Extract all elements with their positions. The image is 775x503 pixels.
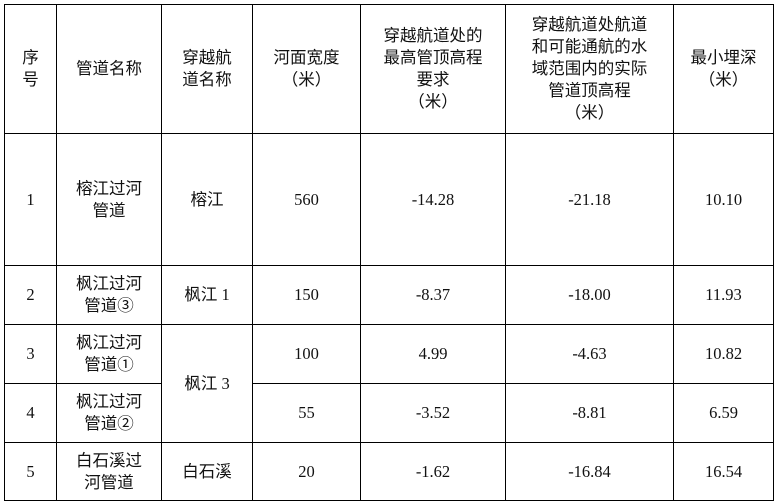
cell-actual: -4.63 bbox=[505, 324, 674, 384]
cell-required: -1.62 bbox=[360, 442, 506, 501]
cell-required: -3.52 bbox=[360, 383, 506, 443]
table-row: 5 白石溪过 河管道 白石溪 20 -1.62 -16.84 16.54 bbox=[4, 442, 774, 501]
header-channel-name: 穿越航 道名称 bbox=[161, 4, 253, 134]
table-row: 2 枫江过河 管道③ 枫江 1 150 -8.37 -18.00 11.93 bbox=[4, 265, 774, 325]
cell-width: 560 bbox=[252, 133, 361, 266]
cell-no: 2 bbox=[4, 265, 57, 325]
cell-width: 20 bbox=[252, 442, 361, 501]
header-river-width: 河面宽度 （米） bbox=[252, 4, 361, 134]
pipeline-crossing-table: 序 号 管道名称 穿越航 道名称 河面宽度 （米） 穿越航道处的 最高管顶高程 … bbox=[4, 4, 774, 501]
cell-width: 100 bbox=[252, 324, 361, 384]
cell-no: 4 bbox=[4, 383, 57, 443]
header-min-depth: 最小埋深 （米） bbox=[673, 4, 774, 134]
cell-width: 150 bbox=[252, 265, 361, 325]
cell-channel: 枫江 3 bbox=[161, 324, 253, 443]
cell-pipe: 白石溪过 河管道 bbox=[56, 442, 162, 501]
cell-actual: -21.18 bbox=[505, 133, 674, 266]
cell-depth: 6.59 bbox=[673, 383, 774, 443]
header-actual-elevation: 穿越航道处航道 和可能通航的水 域范围内的实际 管道顶高程 （米） bbox=[505, 4, 674, 134]
table-row: 3 枫江过河 管道① 枫江 3 100 4.99 -4.63 10.82 bbox=[4, 324, 774, 443]
cell-depth: 11.93 bbox=[673, 265, 774, 325]
cell-no: 1 bbox=[4, 133, 57, 266]
cell-actual: -8.81 bbox=[505, 383, 674, 443]
cell-channel: 榕江 bbox=[161, 133, 253, 266]
cell-required: -14.28 bbox=[360, 133, 506, 266]
cell-depth: 10.82 bbox=[673, 324, 774, 384]
cell-pipe: 榕江过河 管道 bbox=[56, 133, 162, 266]
cell-required: 4.99 bbox=[360, 324, 506, 384]
header-pipe-name: 管道名称 bbox=[56, 4, 162, 134]
header-no: 序 号 bbox=[4, 4, 57, 134]
cell-pipe: 枫江过河 管道③ bbox=[56, 265, 162, 325]
cell-depth: 16.54 bbox=[673, 442, 774, 501]
cell-pipe: 枫江过河 管道② bbox=[56, 383, 162, 443]
table-row: 4 枫江过河 管道② 55 -3.52 -8.81 6.59 bbox=[4, 383, 774, 443]
cell-channel: 白石溪 bbox=[161, 442, 253, 501]
cell-actual: -16.84 bbox=[505, 442, 674, 501]
cell-width: 55 bbox=[252, 383, 361, 443]
cell-no: 3 bbox=[4, 324, 57, 384]
table-row: 1 榕江过河 管道 榕江 560 -14.28 -21.18 10.10 bbox=[4, 133, 774, 266]
cell-no: 5 bbox=[4, 442, 57, 501]
cell-actual: -18.00 bbox=[505, 265, 674, 325]
header-required-elevation: 穿越航道处的 最高管顶高程 要求 （米） bbox=[360, 4, 506, 134]
cell-pipe: 枫江过河 管道① bbox=[56, 324, 162, 384]
cell-channel: 枫江 1 bbox=[161, 265, 253, 325]
header-row: 序 号 管道名称 穿越航 道名称 河面宽度 （米） 穿越航道处的 最高管顶高程 … bbox=[4, 4, 774, 134]
cell-depth: 10.10 bbox=[673, 133, 774, 266]
cell-required: -8.37 bbox=[360, 265, 506, 325]
